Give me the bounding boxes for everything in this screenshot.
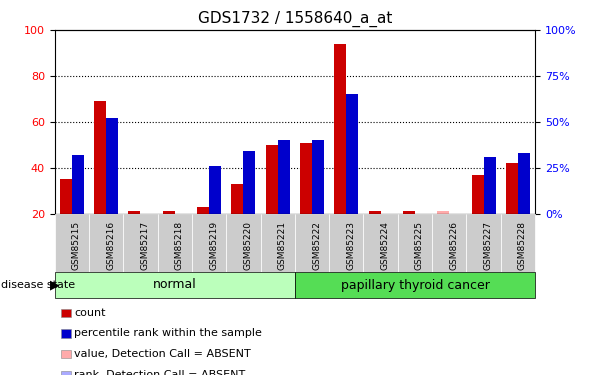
Text: GSM85228: GSM85228 xyxy=(518,221,527,270)
Bar xyxy=(506,163,518,214)
Bar xyxy=(518,153,530,214)
Text: GSM85223: GSM85223 xyxy=(347,221,355,270)
Bar xyxy=(163,211,175,214)
Title: GDS1732 / 1558640_a_at: GDS1732 / 1558640_a_at xyxy=(198,11,392,27)
Text: GSM85219: GSM85219 xyxy=(209,221,218,270)
Text: GSM85215: GSM85215 xyxy=(72,221,81,270)
Bar xyxy=(266,145,278,214)
Bar xyxy=(403,211,415,214)
Bar xyxy=(437,211,449,214)
Text: GSM85221: GSM85221 xyxy=(278,221,287,270)
Bar xyxy=(60,179,72,214)
Text: value, Detection Call = ABSENT: value, Detection Call = ABSENT xyxy=(74,349,251,359)
Bar xyxy=(72,155,84,214)
Text: GSM85220: GSM85220 xyxy=(243,221,252,270)
Bar xyxy=(312,140,324,214)
Bar xyxy=(368,211,381,214)
Bar xyxy=(243,151,255,214)
Text: disease state: disease state xyxy=(1,280,75,290)
Bar xyxy=(300,142,312,214)
Bar xyxy=(483,157,496,214)
Text: GSM85226: GSM85226 xyxy=(449,221,458,270)
Text: percentile rank within the sample: percentile rank within the sample xyxy=(74,328,262,338)
Text: count: count xyxy=(74,308,106,318)
Bar xyxy=(106,118,118,214)
Text: ▶: ▶ xyxy=(50,279,60,291)
Bar xyxy=(197,207,209,214)
Bar xyxy=(334,44,347,214)
Bar xyxy=(209,166,221,214)
Text: GSM85224: GSM85224 xyxy=(381,221,390,270)
Text: GSM85216: GSM85216 xyxy=(106,221,115,270)
Text: GSM85217: GSM85217 xyxy=(140,221,150,270)
Text: rank, Detection Call = ABSENT: rank, Detection Call = ABSENT xyxy=(74,370,246,375)
Bar xyxy=(347,94,358,214)
Text: GSM85218: GSM85218 xyxy=(175,221,184,270)
Bar xyxy=(232,184,243,214)
Bar xyxy=(472,175,483,214)
Text: GSM85227: GSM85227 xyxy=(483,221,492,270)
Text: papillary thyroid cancer: papillary thyroid cancer xyxy=(340,279,489,291)
Text: GSM85222: GSM85222 xyxy=(312,221,321,270)
Bar xyxy=(278,140,290,214)
Bar xyxy=(128,211,140,214)
Text: normal: normal xyxy=(153,279,196,291)
Bar xyxy=(94,101,106,214)
Text: GSM85225: GSM85225 xyxy=(415,221,424,270)
